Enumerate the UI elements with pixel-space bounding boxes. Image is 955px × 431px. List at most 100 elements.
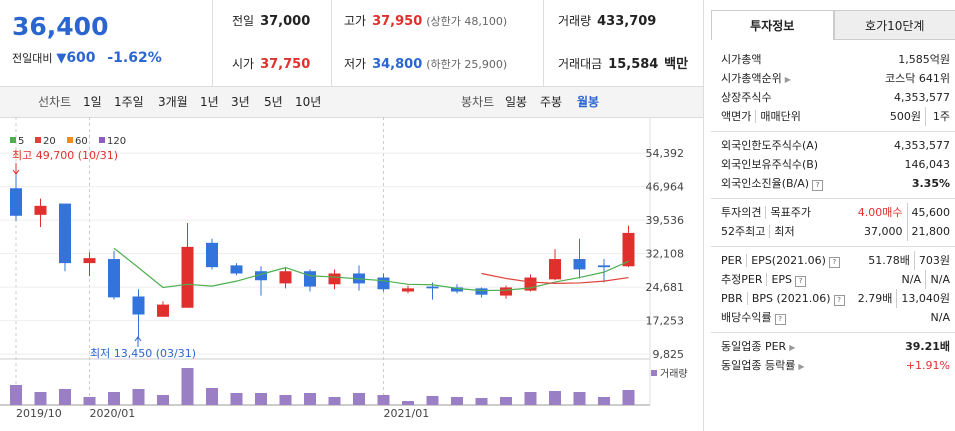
info-row: 상장주식수 4,353,577 xyxy=(711,88,955,107)
period-button[interactable]: 5년 xyxy=(264,95,283,109)
candle-body xyxy=(573,259,586,270)
volume-bar xyxy=(475,398,488,405)
info-row: 외국인한도주식수(A) 4,353,577 xyxy=(711,136,955,155)
moving-average xyxy=(481,272,629,284)
info-row: PBR BPS (2021.06)? 2.79배 13,040원 xyxy=(711,289,955,308)
volume-bar xyxy=(377,395,390,405)
change-pct: -1.62% xyxy=(107,50,162,66)
help-icon[interactable]: ? xyxy=(812,180,824,191)
y-tick-label: 32,108 xyxy=(646,248,685,261)
label: 상장주식수 xyxy=(721,91,772,104)
label: 시가총액 xyxy=(721,53,762,66)
candle-body xyxy=(549,259,561,280)
legend-swatch xyxy=(67,137,73,143)
info-row: 52주최고 최저 37,000 21,800 xyxy=(711,222,955,241)
label: 동일업종 PER xyxy=(721,340,787,353)
label: 매매단위 xyxy=(755,110,801,123)
value: N/A xyxy=(925,270,950,289)
info-row[interactable]: 시가총액순위 ▶ 코스닥 641위 xyxy=(711,69,955,88)
chart: 최고 49,700 (10/31) 최저 13,450 (03/31) 거래량 … xyxy=(0,117,688,420)
label: 액면가 xyxy=(721,110,752,123)
candle-body xyxy=(230,265,243,274)
arrow-icon: ▶ xyxy=(789,343,796,352)
period-button[interactable]: 1일 xyxy=(83,95,102,109)
volume-bar xyxy=(181,368,194,405)
period-button[interactable]: 3개월 xyxy=(158,95,188,109)
info-row: 외국인소진율(B/A)? 3.35% xyxy=(711,174,955,193)
annotation: 최고 49,700 (10/31) xyxy=(12,149,118,162)
value: 51.78배 xyxy=(868,254,910,267)
legend-swatch xyxy=(35,137,41,143)
label: 동일업종 등락률 xyxy=(721,359,796,372)
value: 15,584 xyxy=(608,57,659,72)
info-row[interactable]: 동일업종 PER ▶ 39.21배 xyxy=(711,337,955,356)
volume-bar xyxy=(353,393,365,405)
volume-bar xyxy=(573,392,586,405)
help-icon[interactable]: ? xyxy=(795,276,807,287)
period-button[interactable]: 1년 xyxy=(200,95,219,109)
info-row: PER EPS(2021.06)? 51.78배 703원 xyxy=(711,251,955,270)
candle-body xyxy=(451,287,463,292)
legend-label: 60 xyxy=(75,136,88,147)
unit: 백만 xyxy=(664,57,689,72)
volume-swatch xyxy=(651,370,657,376)
y-tick-label: 46,964 xyxy=(646,181,685,194)
value: 45,600 xyxy=(906,203,950,222)
value: 703원 xyxy=(913,251,950,270)
volume-bar xyxy=(304,393,316,405)
volume-bar xyxy=(524,392,537,405)
candle-body xyxy=(304,271,316,287)
volume-bar xyxy=(549,391,561,405)
value: 3.35% xyxy=(911,177,950,190)
period-button[interactable]: 1주일 xyxy=(114,95,144,109)
value: 37,750 xyxy=(260,57,311,72)
arrow-icon: ▶ xyxy=(784,75,791,84)
volume-bar xyxy=(279,395,292,405)
candle-body xyxy=(402,288,414,292)
candle-body xyxy=(132,296,145,315)
volume-bar xyxy=(402,401,414,405)
info-group: 시가총액 1,585억원 시가총액순위 ▶ 코스닥 641위 상장주식수 4,353,5… xyxy=(711,46,955,132)
info-row: 배당수익률? N/A xyxy=(711,308,955,327)
note: (상한가 48,100) xyxy=(426,15,508,28)
candle-body xyxy=(598,265,610,268)
period-button[interactable]: 월봉 xyxy=(577,95,600,109)
legend-swatch xyxy=(10,137,16,143)
legend-label: 20 xyxy=(43,136,56,147)
candle-body xyxy=(622,232,635,267)
label: EPS xyxy=(766,273,793,286)
annotation: 최저 13,450 (03/31) xyxy=(90,347,196,360)
volume-bar xyxy=(132,389,145,405)
candle-body xyxy=(10,188,22,216)
x-tick-label: 2021/01 xyxy=(384,407,430,420)
change-row: 전일대비 ▼600 -1.62% xyxy=(12,50,162,66)
help-icon[interactable]: ? xyxy=(833,295,845,306)
volume-bar xyxy=(426,396,439,405)
summary-cell: 저가 34,800 (하한가 25,900) xyxy=(331,43,507,86)
help-icon[interactable]: ? xyxy=(774,314,786,325)
value: 146,043 xyxy=(904,158,951,171)
tabs: 투자정보 호가10단계 xyxy=(711,10,955,40)
period-button[interactable]: 일봉 xyxy=(505,95,528,109)
value: N/A xyxy=(930,311,950,324)
x-tick-label: 2019/10 xyxy=(16,407,62,420)
volume-bar xyxy=(206,388,218,405)
summary-cell: 시가 37,750 xyxy=(232,43,310,86)
y-tick-label: 39,536 xyxy=(646,214,685,227)
tab[interactable]: 투자정보 xyxy=(711,10,834,40)
period-button[interactable]: 주봉 xyxy=(540,95,563,109)
period-button[interactable]: 3년 xyxy=(231,95,250,109)
volume-bar xyxy=(451,397,463,405)
candle-body xyxy=(500,287,512,296)
value: 37,000 xyxy=(260,14,311,29)
label: 배당수익률 xyxy=(721,311,772,324)
period-button[interactable]: 10년 xyxy=(295,95,322,109)
candle-body xyxy=(426,286,439,289)
candle-body xyxy=(59,203,71,264)
help-icon[interactable]: ? xyxy=(828,257,840,268)
label: 외국인보유주식수(B) xyxy=(721,158,819,171)
value: 13,040원 xyxy=(896,289,950,308)
value: +1.91% xyxy=(905,359,950,372)
tab[interactable]: 호가10단계 xyxy=(833,10,955,40)
info-row[interactable]: 동일업종 등락률 ▶ +1.91% xyxy=(711,356,955,375)
